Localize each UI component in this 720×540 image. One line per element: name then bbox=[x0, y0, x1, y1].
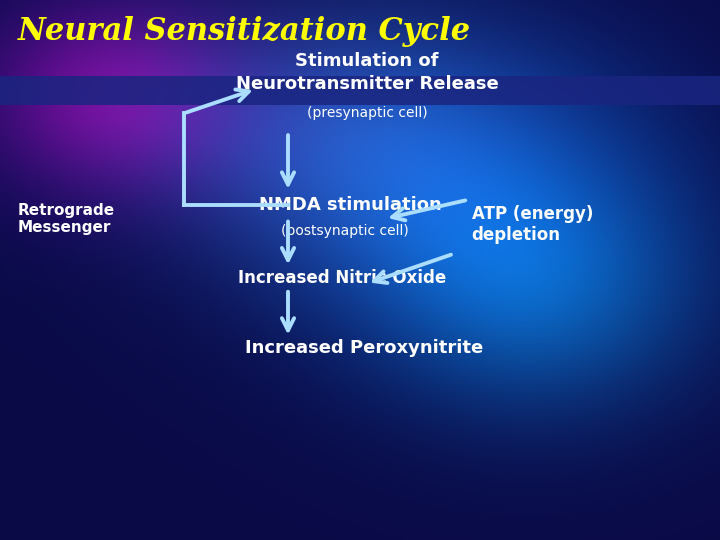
Text: Increased Nitric Oxide: Increased Nitric Oxide bbox=[238, 269, 446, 287]
FancyBboxPatch shape bbox=[0, 76, 720, 105]
Text: Neural Sensitization Cycle: Neural Sensitization Cycle bbox=[18, 16, 471, 47]
Text: Stimulation of: Stimulation of bbox=[295, 52, 439, 70]
Text: Increased Peroxynitrite: Increased Peroxynitrite bbox=[245, 339, 483, 357]
Text: Retrograde
Messenger: Retrograde Messenger bbox=[18, 202, 115, 235]
Text: (presynaptic cell): (presynaptic cell) bbox=[307, 106, 428, 120]
Text: Neurotransmitter Release: Neurotransmitter Release bbox=[236, 75, 498, 93]
Text: NMDA stimulation: NMDA stimulation bbox=[259, 196, 442, 214]
Text: ATP (energy)
depletion: ATP (energy) depletion bbox=[472, 205, 593, 244]
Text: (postsynaptic cell): (postsynaptic cell) bbox=[281, 224, 408, 238]
